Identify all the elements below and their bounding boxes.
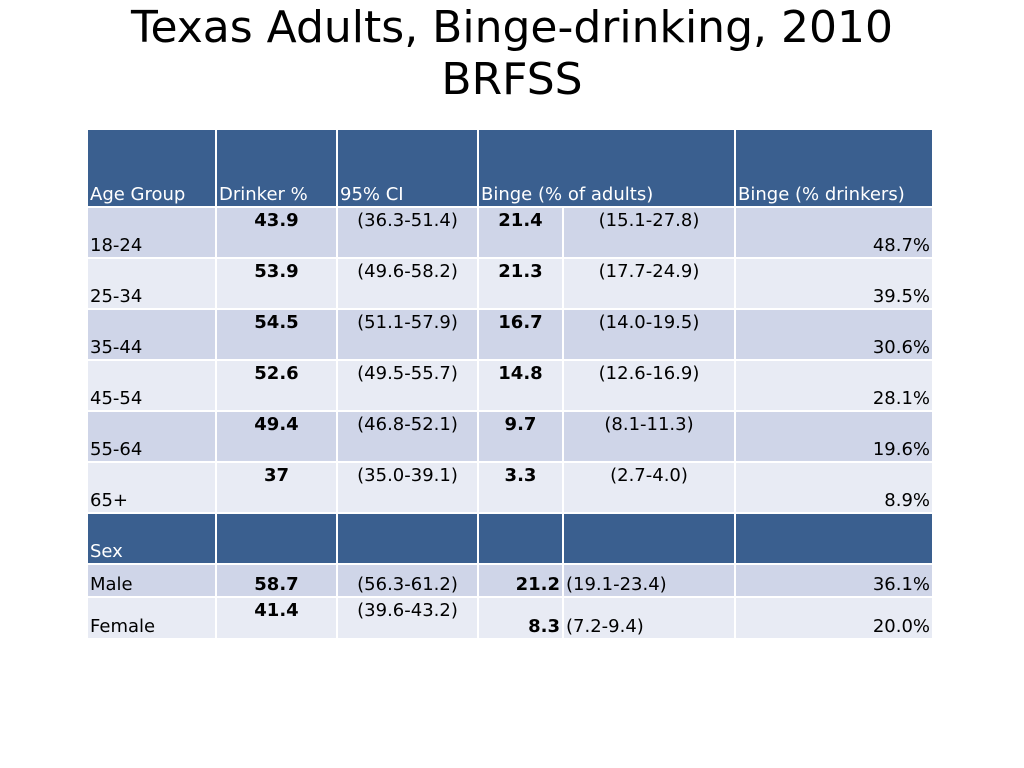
sex-group-cell: Female (86, 596, 217, 640)
binge-adults-cell: 14.8 (477, 359, 564, 412)
drinker-pct-cell: 37 (215, 461, 338, 514)
table-header-row: Age Group Drinker % 95% CI Binge (% of a… (86, 128, 935, 208)
binge-adults-cell: 9.7 (477, 410, 564, 463)
ci-cell: (36.3-51.4) (336, 206, 479, 259)
sex-header-blank (477, 512, 564, 565)
ci-cell: (46.8-52.1) (336, 410, 479, 463)
binge-ci-cell: (7.2-9.4) (561, 596, 737, 640)
binge-drinkers-cell: 36.1% (734, 563, 935, 598)
drinker-pct-cell: 53.9 (215, 257, 338, 310)
binge-drinkers-cell: 19.6% (734, 410, 935, 463)
table-row: Female 41.4 (39.6-43.2) 8.3 (7.2-9.4) 20… (86, 596, 935, 640)
sex-header-blank (561, 512, 737, 565)
binge-drinkers-cell: 8.9% (734, 461, 935, 514)
header-binge-drinkers: Binge (% drinkers) (734, 128, 935, 208)
header-binge-adults: Binge (% of adults) (476, 128, 737, 208)
drinker-pct-cell: 54.5 (215, 308, 338, 361)
slide-title-line1: Texas Adults, Binge-drinking, 2010 (131, 2, 893, 53)
sex-section-label: Sex (86, 512, 217, 565)
ci-cell: (51.1-57.9) (336, 308, 479, 361)
header-drinker-pct: Drinker % (215, 128, 338, 208)
binge-adults-cell: 21.4 (477, 206, 564, 259)
age-group-cell: 65+ (86, 461, 217, 514)
binge-ci-cell: (8.1-11.3) (561, 410, 737, 463)
binge-drinking-table: Age Group Drinker % 95% CI Binge (% of a… (86, 128, 935, 640)
sex-header-blank (336, 512, 479, 565)
binge-ci-cell: (19.1-23.4) (561, 563, 737, 598)
binge-ci-cell: (2.7-4.0) (561, 461, 737, 514)
age-group-cell: 25-34 (86, 257, 217, 310)
sex-group-cell: Male (86, 563, 217, 598)
binge-drinkers-cell: 30.6% (734, 308, 935, 361)
binge-adults-cell: 3.3 (477, 461, 564, 514)
drinker-pct-cell: 41.4 (215, 596, 338, 640)
drinker-pct-cell: 58.7 (215, 563, 338, 598)
binge-adults-cell: 8.3 (477, 596, 564, 640)
drinker-pct-cell: 49.4 (215, 410, 338, 463)
table-row: Male 58.7 (56.3-61.2) 21.2 (19.1-23.4) 3… (86, 563, 935, 598)
table-row: 45-54 52.6 (49.5-55.7) 14.8 (12.6-16.9) … (86, 359, 935, 412)
binge-adults-cell: 21.3 (477, 257, 564, 310)
binge-adults-cell: 21.2 (477, 563, 564, 598)
binge-drinkers-cell: 20.0% (734, 596, 935, 640)
binge-adults-cell: 16.7 (477, 308, 564, 361)
ci-cell: (56.3-61.2) (336, 563, 479, 598)
binge-ci-cell: (17.7-24.9) (561, 257, 737, 310)
table-row: 18-24 43.9 (36.3-51.4) 21.4 (15.1-27.8) … (86, 206, 935, 259)
ci-cell: (49.6-58.2) (336, 257, 479, 310)
binge-ci-cell: (15.1-27.8) (561, 206, 737, 259)
sex-header-blank (734, 512, 935, 565)
age-group-cell: 18-24 (86, 206, 217, 259)
table-row: 65+ 37 (35.0-39.1) 3.3 (2.7-4.0) 8.9% (86, 461, 935, 514)
slide-title: Texas Adults, Binge-drinking, 2010 BRFSS (0, 2, 1024, 106)
sex-section-header-row: Sex (86, 512, 935, 565)
binge-drinkers-cell: 39.5% (734, 257, 935, 310)
slide-title-line2: BRFSS (441, 54, 583, 105)
table-row: 35-44 54.5 (51.1-57.9) 16.7 (14.0-19.5) … (86, 308, 935, 361)
drinker-pct-cell: 43.9 (215, 206, 338, 259)
table-row: 55-64 49.4 (46.8-52.1) 9.7 (8.1-11.3) 19… (86, 410, 935, 463)
table-row: 25-34 53.9 (49.6-58.2) 21.3 (17.7-24.9) … (86, 257, 935, 310)
age-group-cell: 45-54 (86, 359, 217, 412)
binge-ci-cell: (14.0-19.5) (561, 308, 737, 361)
ci-cell: (49.5-55.7) (336, 359, 479, 412)
binge-ci-cell: (12.6-16.9) (561, 359, 737, 412)
age-group-cell: 35-44 (86, 308, 217, 361)
header-age-group: Age Group (86, 128, 217, 208)
drinker-pct-cell: 52.6 (215, 359, 338, 412)
binge-drinkers-cell: 28.1% (734, 359, 935, 412)
ci-cell: (39.6-43.2) (336, 596, 479, 640)
ci-cell: (35.0-39.1) (336, 461, 479, 514)
age-group-cell: 55-64 (86, 410, 217, 463)
binge-drinkers-cell: 48.7% (734, 206, 935, 259)
header-95-ci: 95% CI (336, 128, 479, 208)
sex-header-blank (215, 512, 338, 565)
